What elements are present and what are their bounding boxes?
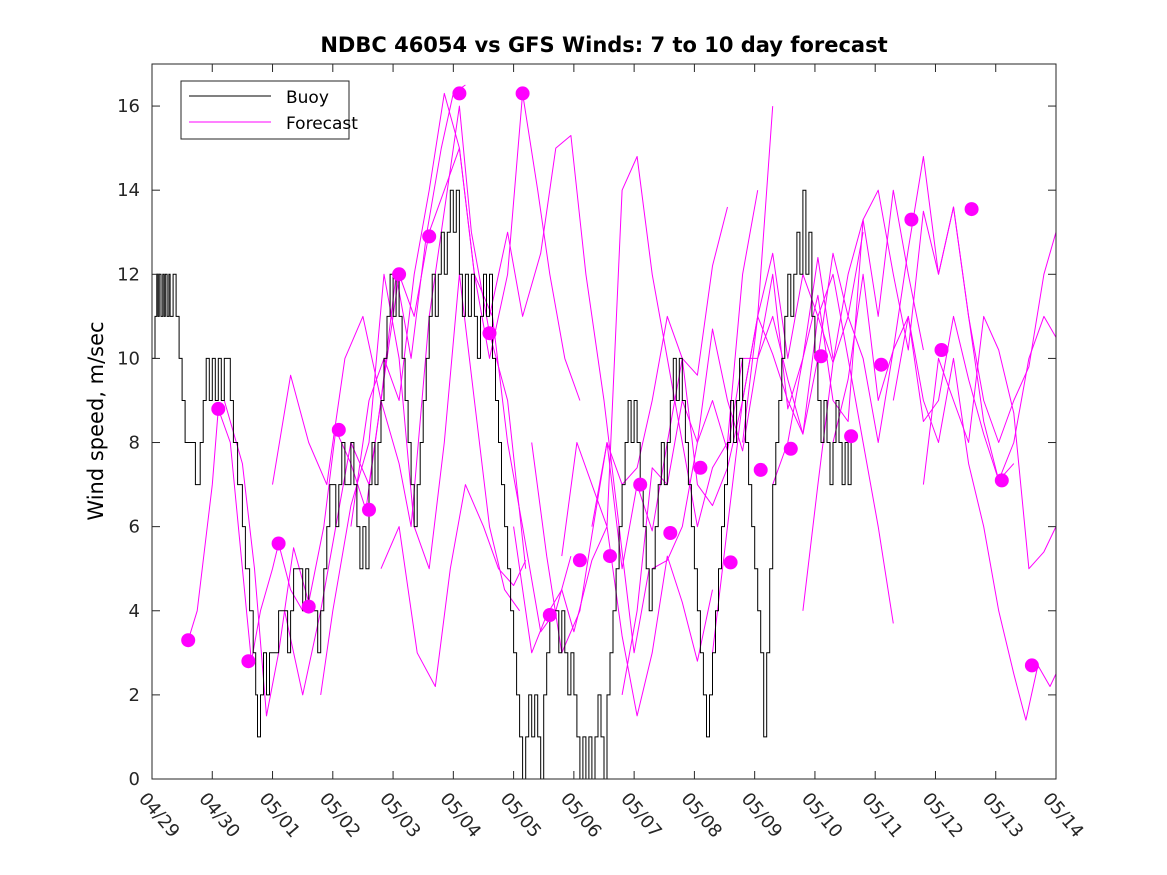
buoy-series-group	[152, 189, 852, 780]
legend-buoy-label: Buoy	[286, 88, 329, 108]
forecast-marker	[392, 267, 407, 282]
forecast-line	[380, 484, 527, 687]
forecast-marker	[572, 553, 587, 568]
forecast-line	[922, 315, 1057, 570]
y-tick-label: 6	[129, 517, 140, 538]
forecast-marker	[723, 555, 738, 570]
y-tick-label: 4	[129, 601, 140, 622]
forecast-marker	[271, 536, 286, 551]
y-axis-label: Wind speed, m/sec	[84, 321, 108, 520]
forecast-marker	[241, 654, 256, 669]
y-tick-label: 0	[129, 769, 140, 790]
forecast-marker	[542, 608, 557, 622]
plot-frame	[151, 63, 1057, 780]
forecast-marker	[934, 343, 949, 357]
legend-box	[180, 80, 350, 140]
forecast-line	[272, 105, 527, 569]
forecast-marker	[181, 633, 196, 648]
forecast-marker	[904, 212, 919, 227]
legend-forecast-label: Forecast	[286, 114, 358, 134]
y-axis: 0 2 4 6 8 10 12 14 16	[117, 96, 1056, 790]
forecast-line	[561, 156, 759, 557]
forecast-marker	[844, 429, 859, 444]
forecast-line	[489, 135, 650, 654]
forecast-line	[832, 273, 1057, 481]
forecast-marker	[663, 526, 678, 540]
forecast-line	[802, 156, 1057, 611]
forecast-marker	[964, 202, 979, 217]
y-tick-label: 2	[129, 685, 140, 706]
forecast-marker	[603, 549, 617, 564]
plot-area	[151, 63, 1057, 780]
forecast-marker	[633, 477, 648, 492]
forecast-marker	[452, 86, 467, 101]
chart-title: NDBC 46054 vs GFS Winds: 7 to 10 day for…	[320, 33, 887, 57]
forecast-marker	[1024, 658, 1039, 673]
forecast-marker	[994, 473, 1009, 488]
forecast-marker	[753, 462, 768, 477]
y-tick-label: 10	[117, 348, 140, 369]
forecast-line	[223, 84, 466, 717]
forecast-marker	[422, 229, 437, 244]
y-tick-label: 16	[117, 96, 140, 117]
y-tick-label: 8	[129, 433, 140, 454]
forecast-marker	[301, 599, 316, 614]
plot-background	[152, 64, 1056, 779]
forecast-marker	[874, 357, 889, 372]
legend: Buoy Forecast	[180, 80, 358, 140]
forecast-markers-group	[181, 86, 1039, 673]
forecast-marker	[693, 460, 708, 475]
buoy-line	[152, 189, 852, 780]
y-tick-label: 14	[117, 180, 140, 201]
forecast-marker	[814, 349, 828, 364]
forecast-marker	[515, 86, 530, 101]
y-tick-label: 12	[117, 264, 140, 285]
forecast-marker	[211, 401, 226, 416]
forecast-marker	[331, 422, 346, 437]
forecast-marker	[362, 502, 376, 517]
forecast-line	[320, 273, 521, 695]
forecast-marker	[783, 441, 798, 456]
forecast-marker	[482, 326, 497, 341]
